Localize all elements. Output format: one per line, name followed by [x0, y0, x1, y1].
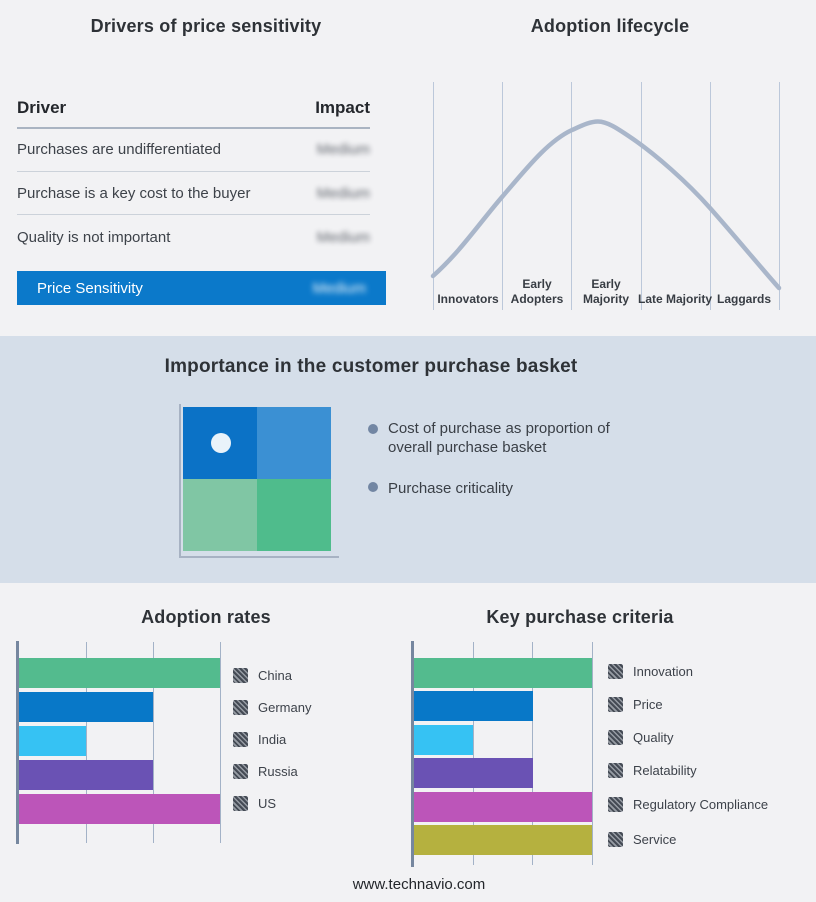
gridline — [473, 642, 474, 865]
legend-item: India — [233, 730, 286, 748]
legend-label: Regulatory Compliance — [633, 796, 769, 812]
impact-column-header: Impact — [315, 98, 370, 117]
bell-curve-line — [430, 119, 782, 291]
hatched-swatch-icon — [233, 795, 248, 811]
drivers-panel-title: Drivers of price sensitivity — [90, 16, 322, 36]
legend-label: India — [258, 731, 287, 747]
quadrant-y-axis — [179, 404, 181, 558]
table-header-divider — [17, 127, 370, 129]
stage-label-late-majority: Late Majority — [637, 292, 712, 306]
legend-item: Relatability — [608, 761, 697, 779]
legend-label: US — [258, 795, 277, 811]
legend-label: Quality — [633, 729, 674, 745]
stage-label-innovators: Innovators — [437, 292, 499, 306]
table-row: Purchase is a key cost to the buyer Medi… — [17, 173, 370, 215]
hatched-swatch-icon — [608, 762, 623, 778]
quadrant-x-axis — [179, 556, 339, 558]
hatched-swatch-icon — [608, 729, 623, 745]
hatched-swatch-icon — [233, 699, 248, 715]
legend-item: Service — [608, 830, 676, 848]
y-axis — [16, 641, 19, 844]
bar-relatability — [414, 758, 533, 788]
quadrant-matrix — [183, 407, 331, 551]
drivers-table-header: Driver Impact — [17, 90, 370, 126]
quadrant-cell-bottom-right — [257, 479, 331, 551]
driver-cell: Purchase is a key cost to the buyer — [17, 185, 251, 202]
gridline — [433, 82, 434, 310]
impact-cell-blurred: Medium — [316, 141, 370, 158]
gridline — [571, 82, 572, 310]
summary-row-label: Price Sensitivity — [37, 279, 143, 297]
quadrant-cell-top-right — [257, 407, 331, 479]
hatched-swatch-icon — [608, 796, 623, 812]
driver-column-header: Driver — [17, 98, 67, 117]
legend-label: Service — [633, 831, 677, 847]
bullet-icon — [368, 482, 378, 492]
legend-item: Germany — [233, 698, 311, 716]
hatched-swatch-icon — [608, 831, 623, 847]
gridline — [220, 642, 221, 843]
bullet-text-criticality: Purchase criticality — [388, 480, 514, 497]
driver-cell: Purchases are undifferentiated — [17, 141, 222, 158]
quadrant-cell-bottom-left — [183, 479, 257, 551]
gridline — [532, 642, 533, 865]
position-marker-dot — [211, 433, 231, 453]
y-axis — [411, 641, 414, 867]
legend-item: Russia — [233, 762, 298, 780]
legend-label: Germany — [258, 699, 312, 715]
legend-label: Russia — [258, 763, 298, 779]
gridline — [153, 642, 154, 843]
hatched-swatch-icon — [233, 763, 248, 779]
hatched-swatch-icon — [608, 696, 623, 712]
stage-label-laggards: Laggards — [716, 292, 771, 306]
legend-item: China — [233, 666, 292, 684]
table-row: Purchases are undifferentiated Medium — [17, 128, 370, 172]
bar-price — [414, 691, 533, 721]
legend-label: China — [258, 667, 292, 683]
legend-label: Price — [633, 696, 663, 712]
legend-item: US — [233, 794, 276, 812]
bullet-icon — [368, 424, 378, 434]
website-url: www.technavio.com — [352, 876, 486, 893]
key-purchase-criteria-title: Key purchase criteria — [486, 607, 674, 627]
legend-item: Regulatory Compliance — [608, 795, 768, 813]
adoption-rates-title: Adoption rates — [141, 607, 271, 627]
bullet-text-cost: Cost of purchase as proportion of overal… — [388, 420, 610, 456]
gridline — [710, 82, 711, 310]
stage-label-early-majority: Early Majority — [582, 277, 629, 306]
basket-panel-title: Importance in the customer purchase bask… — [164, 356, 578, 377]
lifecycle-panel-title: Adoption lifecycle — [530, 16, 690, 36]
gridline — [86, 642, 87, 843]
legend-item: Price — [608, 695, 663, 713]
gridline — [592, 642, 593, 865]
bar-service — [414, 825, 592, 855]
hatched-swatch-icon — [233, 667, 248, 683]
stage-label-early-adopters: Early Adopters — [510, 277, 564, 306]
table-row: Quality is not important Medium — [17, 216, 370, 258]
bell-curve-chart — [430, 119, 782, 291]
bar-germany — [19, 692, 153, 722]
bar-quality — [414, 725, 473, 755]
bar-russia — [19, 760, 153, 790]
bar-china — [19, 658, 220, 688]
bar-innovation — [414, 658, 592, 688]
legend-item: Innovation — [608, 662, 693, 680]
gridline — [641, 82, 642, 310]
hatched-swatch-icon — [233, 731, 248, 747]
legend-label: Innovation — [633, 663, 693, 679]
legend-item: Quality — [608, 728, 673, 746]
bar-regulatory-compliance — [414, 792, 592, 822]
driver-cell: Quality is not important — [17, 228, 171, 246]
bar-us — [19, 794, 220, 824]
impact-cell-blurred: Medium — [316, 185, 370, 202]
price-sensitivity-summary-row: Price Sensitivity Medium — [17, 271, 386, 305]
legend-label: Relatability — [633, 762, 697, 778]
bar-india — [19, 726, 86, 756]
impact-cell-blurred: Medium — [316, 228, 370, 246]
gridline — [779, 82, 780, 310]
summary-impact-blurred: Medium — [312, 279, 366, 297]
hatched-swatch-icon — [608, 663, 623, 679]
purchase-basket-band — [0, 336, 816, 583]
